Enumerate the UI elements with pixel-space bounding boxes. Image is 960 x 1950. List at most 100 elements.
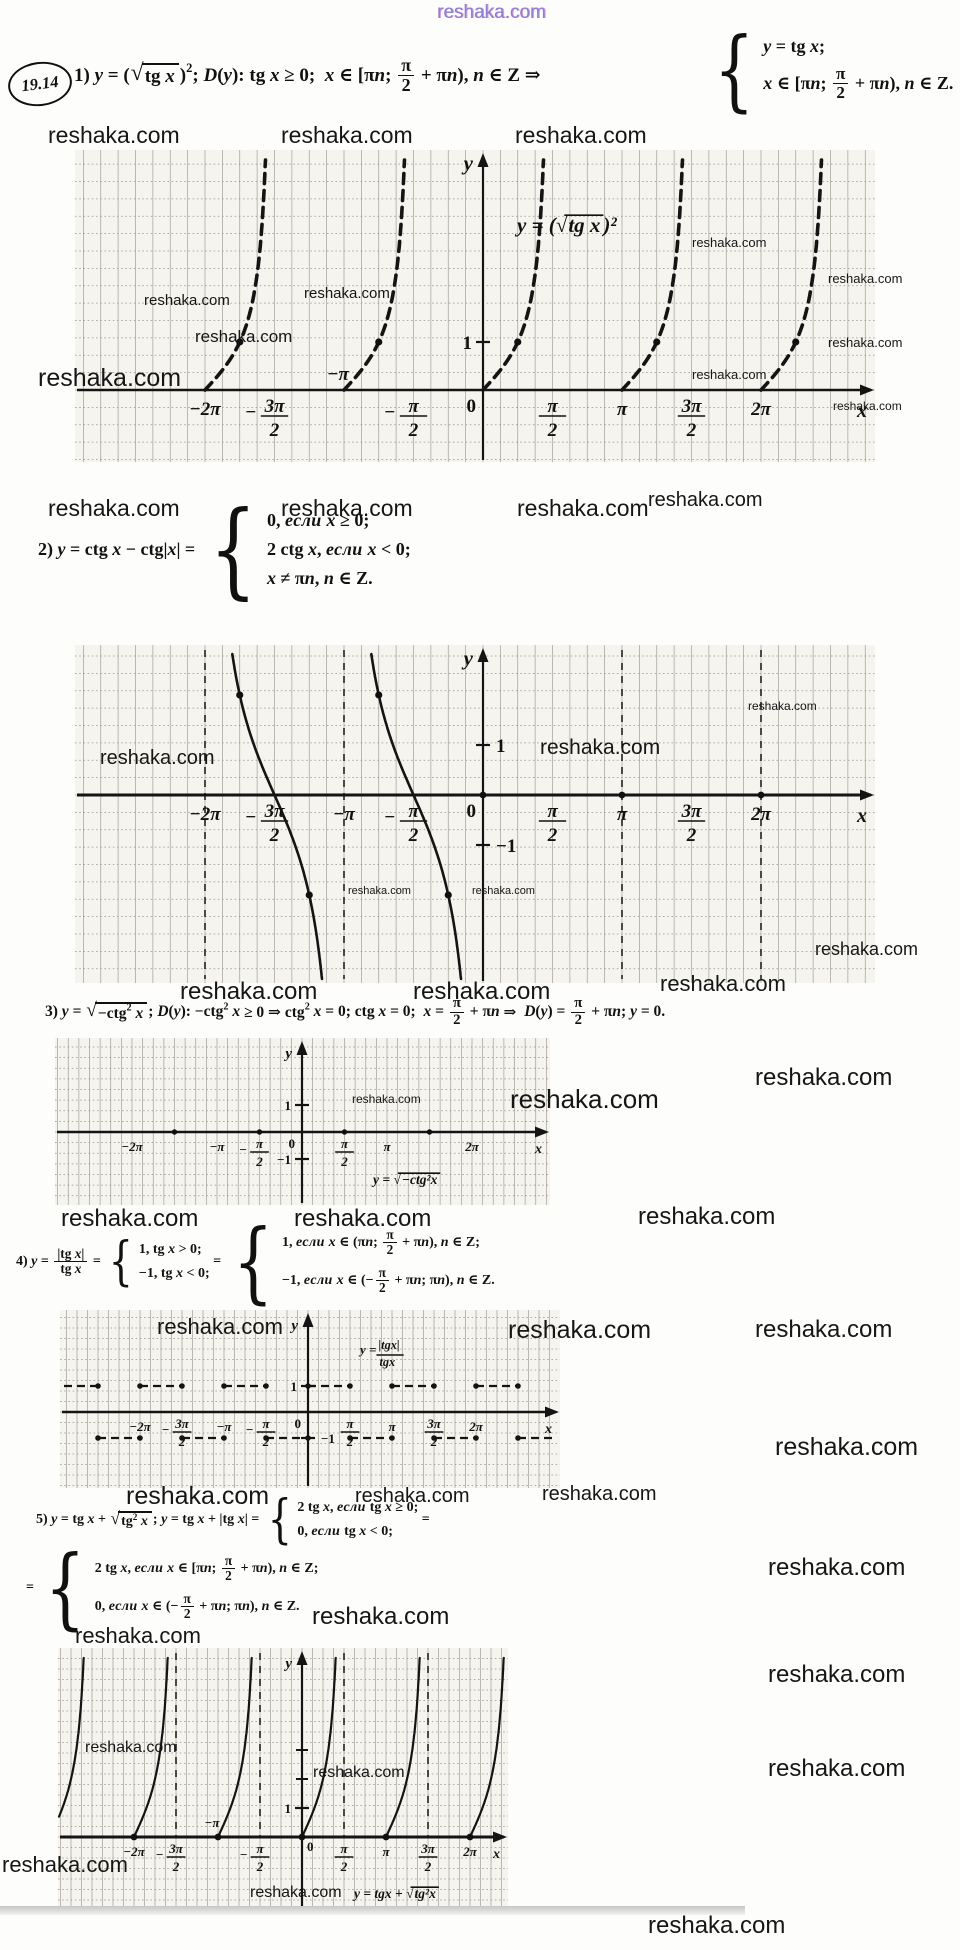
svg-text:2: 2	[178, 1434, 186, 1449]
svg-text:−2π: −2π	[129, 1419, 151, 1434]
formula-part-1: 1) y = (√ tg x) 2; D(y): tg x ≥ 0; x ∈ [π n…	[74, 55, 541, 96]
watermark: reshaka.com	[100, 747, 215, 769]
svg-text:tgx: tgx	[379, 1355, 395, 1369]
svg-text:2: 2	[547, 825, 558, 846]
svg-text:−1: −1	[321, 1431, 335, 1446]
svg-text:−: −	[246, 1422, 253, 1437]
svg-text:−: −	[240, 1847, 247, 1862]
watermark: reshaka.com	[304, 285, 390, 302]
svg-text:2: 2	[346, 1434, 354, 1449]
svg-text:π: π	[408, 801, 419, 822]
svg-text:3π: 3π	[426, 1416, 442, 1431]
svg-text:0: 0	[289, 1136, 296, 1151]
watermark: reshaka.com	[768, 1661, 906, 1688]
svg-text:π: π	[346, 1416, 354, 1431]
watermark: reshaka.com	[815, 939, 919, 959]
watermark: reshaka.com	[472, 885, 535, 897]
svg-text:−: −	[162, 1422, 169, 1437]
svg-text:2π: 2π	[468, 1419, 484, 1434]
svg-text:2: 2	[172, 1859, 180, 1874]
svg-text:2: 2	[408, 825, 419, 846]
watermark: reshaka.com	[517, 495, 649, 521]
svg-text:x: x	[534, 1142, 542, 1157]
svg-text:1: 1	[496, 736, 506, 757]
svg-text:1: 1	[285, 1801, 292, 1816]
watermark: reshaka.com	[38, 364, 182, 392]
svg-text:−: −	[384, 402, 395, 423]
svg-text:π: π	[617, 804, 628, 825]
svg-text:π: π	[256, 1136, 264, 1151]
svg-text:−: −	[384, 807, 395, 828]
watermark: reshaka.com	[508, 1316, 652, 1344]
watermark: reshaka.com	[195, 327, 293, 346]
svg-text:0: 0	[467, 396, 477, 417]
svg-text:−2π: −2π	[189, 804, 221, 825]
watermark: reshaka.com	[638, 1203, 776, 1230]
watermark: reshaka.com	[515, 122, 647, 148]
watermark: reshaka.com	[2, 1852, 128, 1877]
svg-text:2: 2	[686, 420, 697, 441]
watermark: reshaka.com	[828, 271, 903, 286]
svg-text:2: 2	[269, 420, 280, 441]
watermark: reshaka.com	[437, 2, 546, 23]
svg-text:2: 2	[686, 825, 697, 846]
svg-text:x: x	[544, 1422, 552, 1437]
watermark: reshaka.com	[828, 335, 903, 350]
svg-text:2: 2	[547, 420, 558, 441]
svg-text:0: 0	[467, 801, 477, 822]
watermark: reshaka.com	[48, 122, 180, 148]
watermark: reshaka.com	[648, 489, 763, 511]
svg-text:3π: 3π	[174, 1416, 190, 1431]
svg-text:−: −	[156, 1847, 163, 1862]
watermark: reshaka.com	[660, 971, 786, 996]
watermark: reshaka.com	[692, 367, 767, 382]
watermark: reshaka.com	[833, 399, 902, 413]
svg-text:2: 2	[255, 1154, 263, 1169]
watermark: reshaka.com	[748, 699, 817, 713]
watermark: reshaka.com	[768, 1554, 906, 1581]
svg-text:y: y	[289, 1318, 298, 1334]
watermark: reshaka.com	[126, 1482, 270, 1510]
svg-text:2: 2	[430, 1434, 438, 1449]
svg-text:−2π: −2π	[189, 399, 221, 420]
svg-text:−: −	[245, 807, 256, 828]
svg-text:2: 2	[262, 1434, 270, 1449]
svg-text:−π: −π	[205, 1815, 221, 1830]
svg-text:2: 2	[340, 1154, 348, 1169]
svg-text:−: −	[245, 402, 256, 423]
svg-text:x: x	[856, 805, 867, 827]
svg-text:2: 2	[340, 1859, 348, 1874]
watermark: reshaka.com	[61, 1205, 199, 1232]
svg-text:x: x	[856, 400, 867, 422]
svg-text:2: 2	[408, 420, 419, 441]
watermark: reshaka.com	[692, 235, 767, 250]
svg-text:3π: 3π	[168, 1841, 184, 1856]
watermark: reshaka.com	[157, 1314, 283, 1339]
svg-text:y = (√: y = (√	[514, 213, 568, 237]
watermark: reshaka.com	[312, 1603, 450, 1630]
watermark: reshaka.com	[348, 885, 411, 897]
svg-text:3π: 3π	[681, 801, 703, 822]
svg-text:y =: y =	[358, 1342, 376, 1357]
svg-text:−π: −π	[327, 364, 350, 385]
svg-text:2π: 2π	[750, 399, 772, 420]
svg-text:2: 2	[269, 825, 280, 846]
svg-text:π: π	[408, 396, 419, 417]
watermark: reshaka.com	[542, 1483, 657, 1505]
watermark: reshaka.com	[250, 1884, 342, 1901]
watermark: reshaka.com	[755, 1064, 893, 1091]
svg-text:−π: −π	[217, 1419, 233, 1434]
svg-text:)²: )²	[601, 213, 617, 237]
watermark: reshaka.com	[48, 495, 180, 521]
svg-text:−2π: −2π	[123, 1844, 145, 1859]
svg-text:π: π	[383, 1139, 391, 1154]
svg-text:π: π	[262, 1416, 270, 1431]
watermark: reshaka.com	[510, 1084, 659, 1114]
svg-text:3π: 3π	[420, 1841, 436, 1856]
